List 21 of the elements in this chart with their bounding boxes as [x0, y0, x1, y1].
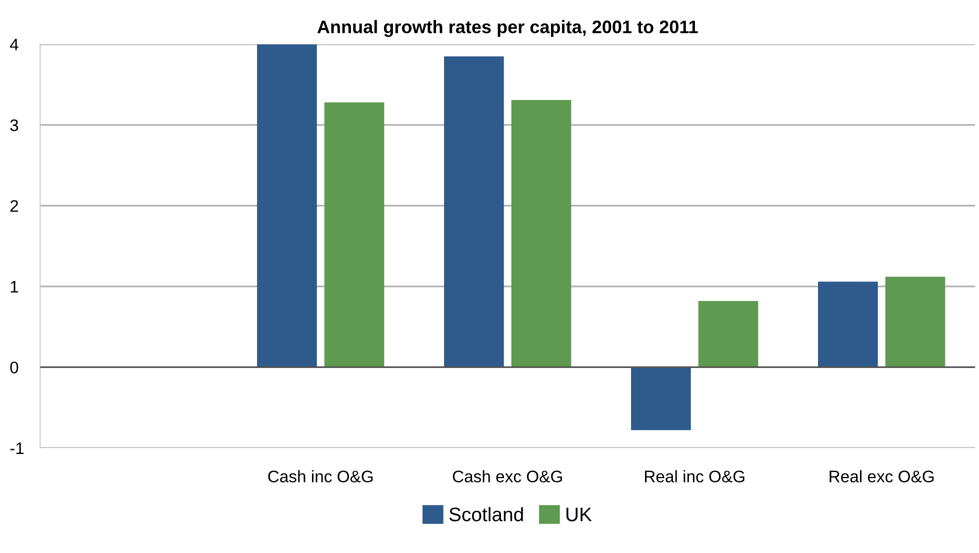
- bar: [511, 100, 572, 368]
- x-tick-label: Real inc O&G: [645, 470, 744, 482]
- y-tick-label: 1: [10, 281, 18, 292]
- bar: [324, 102, 384, 368]
- y-tick-label: 4: [10, 38, 18, 50]
- x-tick-label: Cash inc O&G: [268, 470, 373, 482]
- bar: [818, 282, 878, 368]
- bar: [698, 300, 758, 368]
- y-tick-label: 0: [10, 362, 18, 374]
- y-tick-label: 2: [10, 200, 18, 212]
- y-tick-label: 3: [10, 119, 18, 132]
- legend-label: Scotland: [449, 507, 523, 522]
- bar: [444, 56, 504, 368]
- bar: [257, 44, 317, 368]
- y-tick-label: -1: [10, 442, 24, 454]
- legend-label: UK: [566, 508, 592, 522]
- chart-title: Annual growth rates per capita, 2001 to 2011: [317, 20, 698, 37]
- bar: [631, 367, 691, 430]
- x-tick-label: Cash exc O&G: [452, 470, 562, 482]
- bar: [885, 276, 946, 368]
- x-tick-label: Real exc O&G: [830, 470, 934, 482]
